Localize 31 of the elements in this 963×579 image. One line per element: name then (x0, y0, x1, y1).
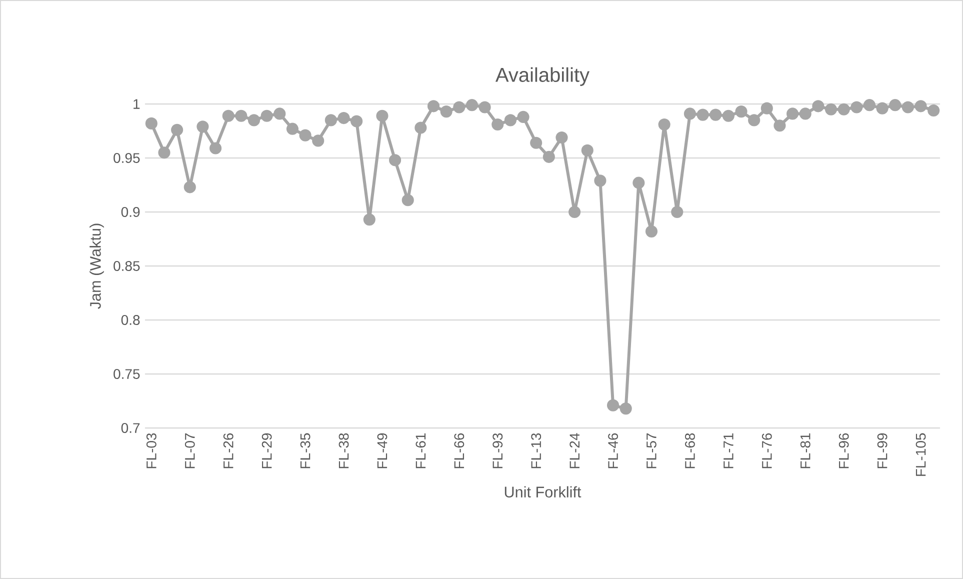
chart-title: Availability (495, 67, 590, 86)
x-tick-label: FL-07 (184, 433, 195, 468)
x-tick-label: FL-29 (262, 433, 272, 468)
x-tick-label: FL-105 (916, 433, 926, 476)
y-axis-title: Jam (Waktu) (90, 224, 104, 309)
x-tick-label: FL-24 (570, 433, 580, 468)
y-tick-label: 0.95 (114, 153, 140, 163)
x-tick-label: FL-68 (685, 433, 695, 468)
x-tick-label: FL-38 (338, 433, 349, 468)
x-tick-label: FL-96 (838, 433, 849, 468)
x-tick-label: FL-35 (300, 433, 310, 468)
x-tick-label: FL-61 (416, 433, 426, 468)
x-axis-title: Unit Forklift (504, 486, 582, 498)
y-tick-label: 0.7 (121, 423, 140, 433)
y-tick-label: 0.9 (121, 207, 140, 217)
y-tick-label: 0.85 (114, 261, 140, 271)
x-tick-label: FL-26 (223, 433, 234, 468)
x-tick-label: FL-03 (146, 433, 156, 468)
x-tick-label: FL-46 (608, 433, 618, 468)
x-tick-label: FL-57 (646, 433, 656, 468)
x-tick-label: FL-66 (454, 433, 464, 468)
y-tick-label: 1 (134, 99, 140, 109)
x-tick-label: FL-71 (724, 433, 734, 468)
y-tick-label: 0.75 (114, 369, 140, 379)
y-tick-label: 0.8 (121, 315, 140, 325)
x-tick-label: FL-93 (492, 433, 503, 468)
x-tick-label: FL-99 (877, 433, 888, 468)
x-tick-label: FL-81 (800, 433, 810, 468)
x-tick-label: FL-13 (531, 433, 542, 468)
x-tick-label: FL-49 (377, 433, 388, 468)
x-tick-label: FL-76 (762, 433, 772, 468)
